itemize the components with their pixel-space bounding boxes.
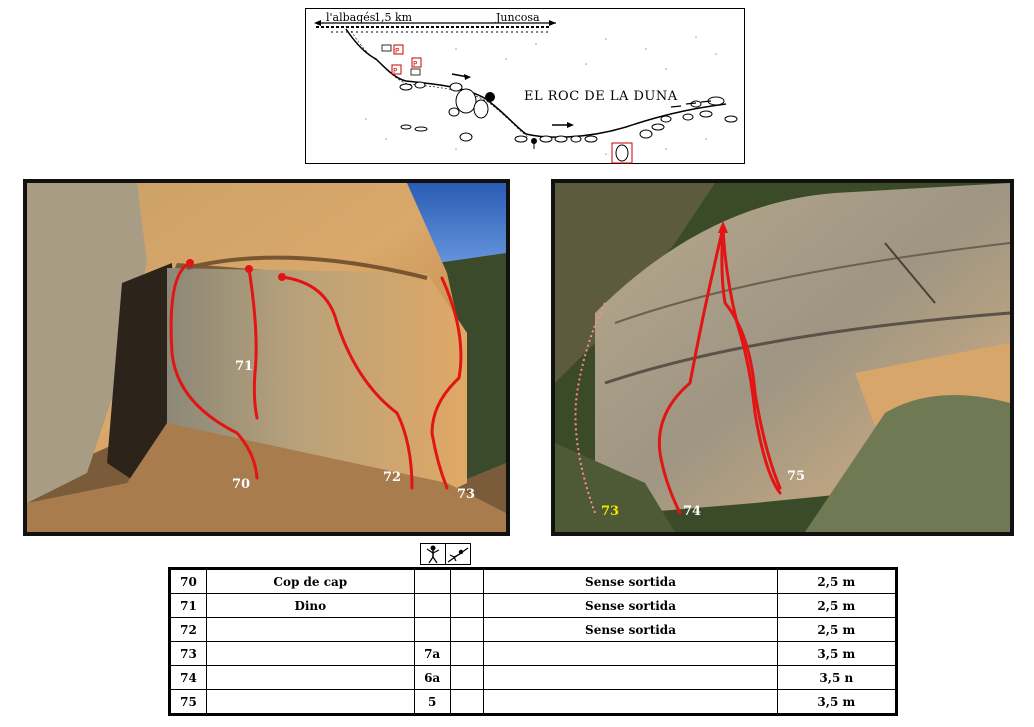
fall-icon [447,547,469,563]
route-number: 70 [169,568,207,594]
route-line-73-dotted [574,302,606,514]
route-note [483,665,778,690]
route-line-70 [169,261,259,480]
route-number: 73 [169,641,207,666]
route-number: 74 [169,665,207,690]
route-note: Sense sortida [483,568,778,594]
route-grade: 7a [413,641,451,666]
route-grade: 6a [413,665,451,690]
route-number: 75 [169,689,207,715]
boulder-photo-left: 71 70 72 73 [23,179,510,536]
route-grade: 5 [413,689,451,715]
route-line-71 [247,267,259,420]
route-label-70: 70 [232,477,251,492]
table-row: 71 Dino Sense sortida 2,5 m [169,593,898,618]
route-label-75: 75 [787,469,806,484]
route-lines-left [169,259,463,490]
approach-map: P P P [305,8,745,164]
route-lines-right [574,221,782,515]
route-note: Sense sortida [483,593,778,618]
route-name: Cop de cap [205,568,415,594]
route-note [483,689,778,715]
boulder-left-image [27,183,506,532]
route-name [205,641,415,666]
route-height: 3,5 n [776,665,898,690]
route-grade-sit [449,641,485,666]
svg-text:P: P [413,60,417,68]
route-label-72: 72 [383,470,402,485]
route-number: 72 [169,617,207,642]
climber-icon [426,545,440,564]
svg-text:P: P [393,67,397,75]
map-drawing: P P P [314,20,738,164]
route-name [205,689,415,715]
route-line-74 [657,226,725,515]
route-name [205,665,415,690]
route-name: Dino [205,593,415,618]
route-grade [413,568,451,594]
table-row: 75 5 3,5 m [169,689,898,715]
route-grade-sit [449,665,485,690]
map-right-label: Juncosa [496,11,540,24]
table-row: 74 6a 3,5 n [169,665,898,690]
map-left-label: l'albagés [326,11,376,24]
route-start-71 [245,265,253,273]
route-label-73-right: 73 [601,504,620,519]
route-start-72 [278,273,286,281]
route-start-70 [186,259,194,267]
route-number: 71 [169,593,207,618]
route-height: 3,5 m [776,689,898,715]
route-line-73 [430,276,463,490]
route-height: 2,5 m [776,593,898,618]
boulder-right-image [555,183,1010,532]
route-height: 3,5 m [776,641,898,666]
route-name [205,617,415,642]
boulder-photo-right: 73 74 75 [551,179,1014,536]
route-note [483,641,778,666]
route-grade-sit [449,568,485,594]
route-height: 2,5 m [776,568,898,594]
route-label-73: 73 [457,487,476,502]
route-height: 2,5 m [776,617,898,642]
route-line-75 [720,226,782,490]
route-top-arrow [718,221,728,233]
table-row: 72 Sense sortida 2,5 m [169,617,898,642]
table-row: 70 Cop de cap Sense sortida 2,5 m [169,568,898,594]
legend-icons [420,543,471,565]
route-label-71: 71 [235,359,254,374]
svg-text:P: P [395,47,399,55]
routes-table: 70 Cop de cap Sense sortida 2,5 m 71 Din… [168,567,898,716]
route-note: Sense sortida [483,617,778,642]
route-grade [413,617,451,642]
route-label-74: 74 [683,504,702,519]
table-row: 73 7a 3,5 m [169,641,898,666]
route-line-72 [280,275,414,490]
route-line-74-alt [721,226,782,495]
map-title: EL ROC DE LA DUNA [524,89,678,104]
route-grade-sit [449,593,485,618]
route-grade-sit [449,689,485,715]
route-grade-sit [449,617,485,642]
route-grade [413,593,451,618]
map-distance: 1,5 km [374,11,413,24]
